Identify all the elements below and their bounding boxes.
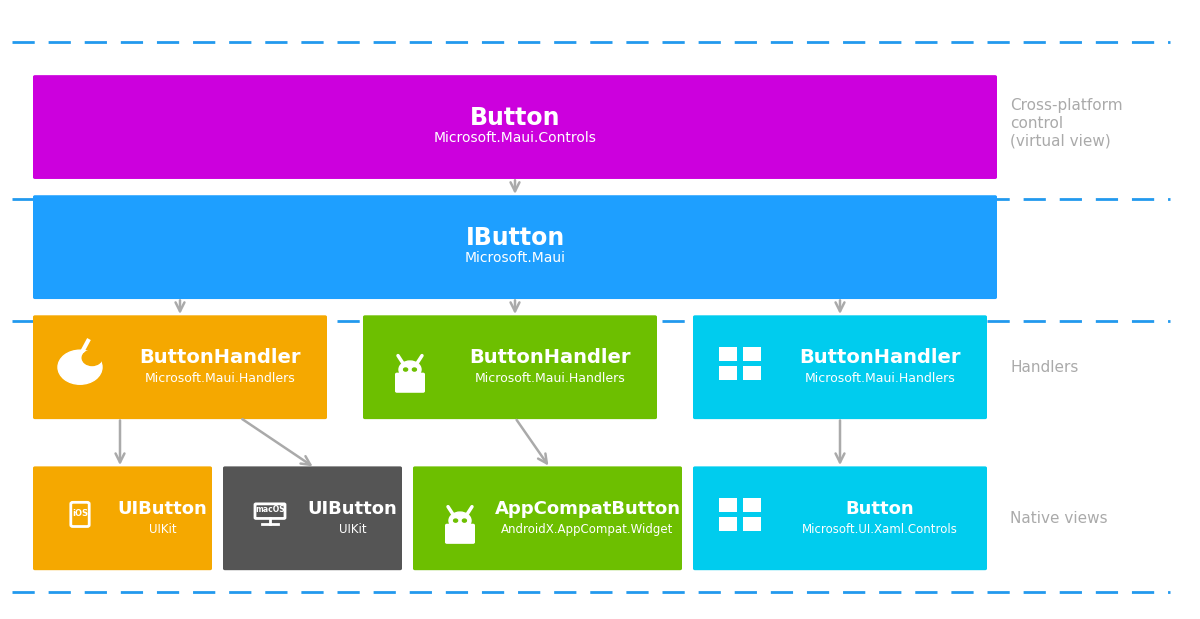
Text: Handlers: Handlers xyxy=(1010,360,1079,374)
Text: Button: Button xyxy=(846,500,914,518)
Text: Microsoft.UI.Xaml.Controls: Microsoft.UI.Xaml.Controls xyxy=(802,522,958,535)
Text: ButtonHandler: ButtonHandler xyxy=(139,348,301,368)
Circle shape xyxy=(462,519,467,522)
Bar xyxy=(719,498,737,512)
Bar xyxy=(719,347,737,361)
Text: Button: Button xyxy=(469,106,560,130)
Bar xyxy=(743,517,761,530)
Text: AppCompatButton: AppCompatButton xyxy=(494,500,680,518)
FancyBboxPatch shape xyxy=(34,466,212,570)
Text: Cross-platform
control
(virtual view): Cross-platform control (virtual view) xyxy=(1010,98,1123,148)
Text: Microsoft.Maui.Controls: Microsoft.Maui.Controls xyxy=(433,131,596,145)
FancyBboxPatch shape xyxy=(445,524,475,544)
Text: Microsoft.Maui.Handlers: Microsoft.Maui.Handlers xyxy=(805,371,955,384)
Text: Microsoft.Maui: Microsoft.Maui xyxy=(464,251,565,265)
Text: Microsoft.Maui.Handlers: Microsoft.Maui.Handlers xyxy=(145,371,295,384)
Circle shape xyxy=(398,361,421,378)
Text: UIButton: UIButton xyxy=(118,500,208,518)
Text: Native views: Native views xyxy=(1010,511,1108,526)
FancyBboxPatch shape xyxy=(34,195,997,299)
Text: ButtonHandler: ButtonHandler xyxy=(799,348,961,368)
Bar xyxy=(743,498,761,512)
Circle shape xyxy=(454,519,457,522)
FancyBboxPatch shape xyxy=(34,315,326,419)
Text: ButtonHandler: ButtonHandler xyxy=(469,348,631,368)
Circle shape xyxy=(58,350,102,384)
Text: Microsoft.Maui.Handlers: Microsoft.Maui.Handlers xyxy=(475,371,625,384)
FancyBboxPatch shape xyxy=(223,466,402,570)
Circle shape xyxy=(403,368,408,371)
Text: UIKit: UIKit xyxy=(149,522,176,535)
FancyBboxPatch shape xyxy=(34,75,997,179)
Bar xyxy=(719,366,737,379)
Bar xyxy=(743,366,761,379)
FancyBboxPatch shape xyxy=(395,373,425,393)
FancyBboxPatch shape xyxy=(364,315,658,419)
Text: IButton: IButton xyxy=(466,226,565,250)
Bar xyxy=(719,517,737,530)
FancyBboxPatch shape xyxy=(694,466,986,570)
Text: iOS: iOS xyxy=(72,509,88,518)
FancyBboxPatch shape xyxy=(413,466,682,570)
Text: UIKit: UIKit xyxy=(338,522,366,535)
Text: UIButton: UIButton xyxy=(307,500,397,518)
FancyBboxPatch shape xyxy=(694,315,986,419)
Circle shape xyxy=(82,350,102,365)
Text: AndroidX.AppCompat.Widget: AndroidX.AppCompat.Widget xyxy=(502,522,673,535)
Circle shape xyxy=(413,368,416,371)
Text: macOS: macOS xyxy=(256,505,284,514)
Circle shape xyxy=(449,512,470,529)
Bar xyxy=(743,347,761,361)
